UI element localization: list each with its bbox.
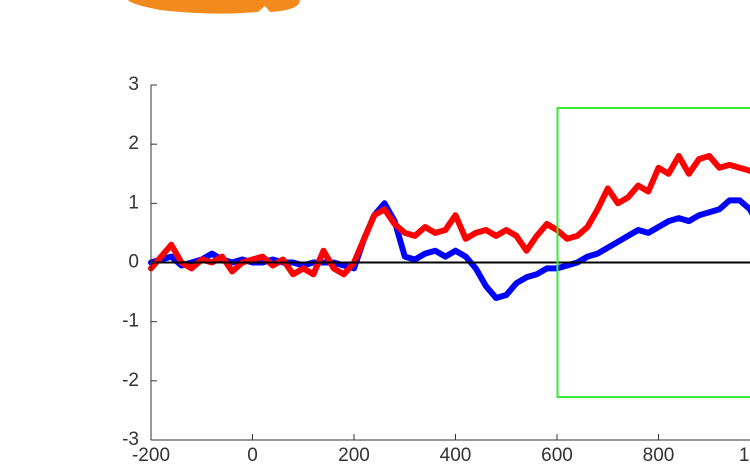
y-tick-label: 3 xyxy=(128,74,139,95)
time-window xyxy=(558,108,750,397)
x-tick-label: 800 xyxy=(643,445,675,465)
y-tick-label: 2 xyxy=(128,133,139,154)
x-tick-label: 0 xyxy=(247,445,258,465)
y-tick-label: 1 xyxy=(128,192,139,213)
x-tick-label: 200 xyxy=(338,445,370,465)
x-tick-label: -200 xyxy=(132,445,170,465)
x-tick-label: 1000 xyxy=(739,445,750,465)
chart: -3-2-10123-20002004006008001000 xyxy=(0,0,750,465)
y-tick-label: -2 xyxy=(122,370,139,391)
orange-shape xyxy=(128,0,300,14)
y-tick-label: 0 xyxy=(128,252,139,273)
x-tick-label: 600 xyxy=(541,445,573,465)
series-line xyxy=(151,200,750,298)
y-tick-label: -1 xyxy=(122,311,139,332)
x-tick-label: 400 xyxy=(440,445,472,465)
